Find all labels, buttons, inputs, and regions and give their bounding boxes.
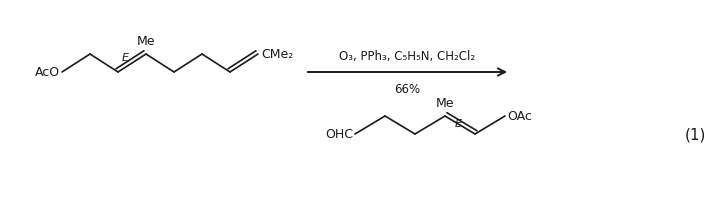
Text: E: E [455,118,462,128]
Text: OAc: OAc [507,110,532,123]
Text: E: E [122,53,129,63]
Text: (1): (1) [684,127,705,142]
Text: OHC: OHC [325,128,353,141]
Text: AcO: AcO [35,66,60,79]
Text: Me: Me [436,97,454,109]
Text: 66%: 66% [394,83,420,96]
Text: O₃, PPh₃, C₅H₅N, CH₂Cl₂: O₃, PPh₃, C₅H₅N, CH₂Cl₂ [339,50,476,63]
Text: CMe₂: CMe₂ [261,48,293,61]
Text: Me: Me [136,35,155,48]
